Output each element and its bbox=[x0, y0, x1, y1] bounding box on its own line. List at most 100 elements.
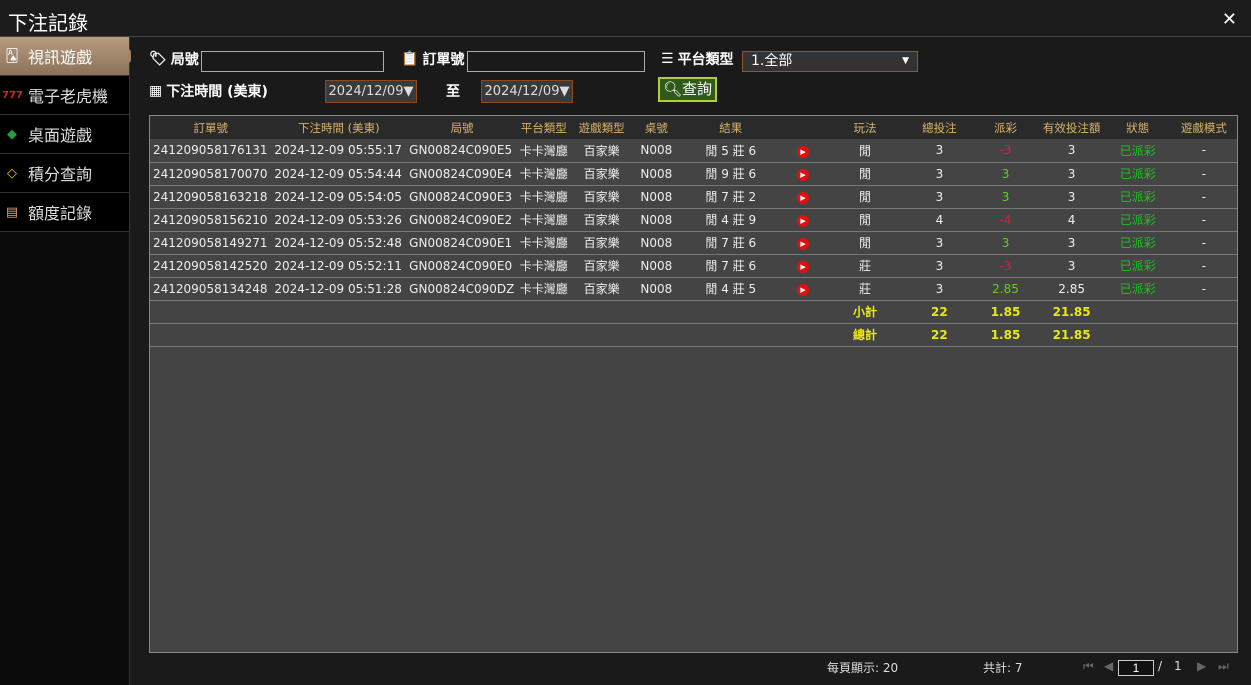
sidebar-item-points[interactable]: ◇ 積分查詢 bbox=[0, 154, 129, 193]
table-cell: 閒 9 莊 6 bbox=[679, 162, 783, 186]
table-cell: 閒 7 莊 6 bbox=[679, 231, 783, 255]
table-cell: N008 bbox=[633, 139, 680, 163]
play-video-icon[interactable]: ▶ bbox=[797, 169, 810, 181]
table-cell: GN00824C090E3 bbox=[406, 185, 518, 209]
table-cell: 241209058156210 bbox=[150, 208, 272, 232]
table-cell bbox=[1104, 300, 1237, 324]
sidebar: 🂡 視訊遊戲 777 電子老虎機 ◆ 桌面遊戲 ◇ 積分查詢 ▤ 額度記錄 bbox=[0, 37, 136, 685]
sidebar-item-credit-records[interactable]: ▤ 額度記錄 bbox=[0, 193, 129, 232]
first-page-icon[interactable]: ⏮ bbox=[1083, 659, 1094, 673]
table-cell: 21.85 bbox=[1038, 300, 1105, 324]
table-cell: N008 bbox=[633, 277, 680, 301]
play-video-icon[interactable]: ▶ bbox=[797, 238, 810, 250]
table-cell: 1.85 bbox=[972, 300, 1039, 324]
status-cell: 已派彩 bbox=[1104, 139, 1171, 163]
table-cell: 3 bbox=[906, 162, 973, 186]
play-video-icon[interactable]: ▶ bbox=[797, 215, 810, 227]
video-cell: ▶ bbox=[782, 208, 824, 232]
table-cell: 百家樂 bbox=[569, 139, 634, 163]
prev-page-icon[interactable]: ◀ bbox=[1104, 659, 1114, 673]
table-cell: 小計 bbox=[823, 300, 907, 324]
column-header: 遊戲模式 bbox=[1170, 116, 1237, 139]
round-input[interactable] bbox=[201, 51, 384, 72]
payout-cell: 3 bbox=[972, 162, 1039, 186]
table-cell: 21.85 bbox=[1038, 323, 1105, 347]
per-page-text: 每頁顯示: 20 bbox=[827, 661, 899, 675]
play-video-icon[interactable]: ▶ bbox=[797, 145, 810, 158]
column-header: 有效投注額 bbox=[1038, 116, 1105, 139]
table-cell: 241209058163218 bbox=[150, 185, 272, 209]
column-header: 訂單號 bbox=[150, 116, 272, 139]
platform-label: ☰ 平台類型 bbox=[661, 49, 734, 69]
table-cell: 241209058170070 bbox=[150, 162, 272, 186]
payout-cell: -3 bbox=[972, 254, 1039, 278]
status-cell: 已派彩 bbox=[1104, 162, 1171, 186]
sidebar-item-label: 電子老虎機 bbox=[28, 87, 109, 106]
status-cell: 已派彩 bbox=[1104, 231, 1171, 255]
date-from-picker[interactable]: 2024/12/09▼ bbox=[325, 80, 417, 103]
table-cell: 241209058149271 bbox=[150, 231, 272, 255]
table-cell: 閒 4 莊 5 bbox=[679, 277, 783, 301]
table-cell: 2024-12-09 05:51:28 bbox=[271, 277, 407, 301]
column-header: 局號 bbox=[406, 116, 518, 139]
table-cell: 241209058134248 bbox=[150, 277, 272, 301]
total-pages: 1 bbox=[1174, 659, 1182, 673]
order-label-text: 訂單號 bbox=[422, 52, 465, 68]
table-cell: 卡卡灣廳 bbox=[517, 277, 570, 301]
payout-cell: -3 bbox=[972, 139, 1039, 163]
video-cell: ▶ bbox=[782, 162, 824, 186]
query-label: 查詢 bbox=[682, 80, 713, 98]
table-cell: 1.85 bbox=[972, 323, 1039, 347]
play-video-icon[interactable]: ▶ bbox=[797, 261, 810, 273]
play-video-icon[interactable]: ▶ bbox=[797, 192, 810, 204]
table-cell: 卡卡灣廳 bbox=[517, 208, 570, 232]
table-cell: 3 bbox=[906, 277, 973, 301]
close-icon[interactable]: ✕ bbox=[1221, 9, 1237, 30]
platform-select[interactable]: 1.全部 ▼ bbox=[742, 51, 918, 72]
table-cell: 百家樂 bbox=[569, 162, 634, 186]
query-button[interactable]: 🔍︎查詢 bbox=[658, 77, 717, 102]
status-cell: 已派彩 bbox=[1104, 185, 1171, 209]
table-cell: - bbox=[1170, 208, 1237, 232]
table-row: 241209058142520 2024-12-09 05:52:11 GN0082… bbox=[150, 254, 1237, 278]
sidebar-item-video-games[interactable]: 🂡 視訊遊戲 bbox=[0, 37, 136, 76]
next-page-icon[interactable]: ▶ bbox=[1197, 659, 1207, 673]
table-cell: - bbox=[1170, 139, 1237, 163]
column-header: 玩法 bbox=[823, 116, 907, 139]
date-to-picker[interactable]: 2024/12/09▼ bbox=[481, 80, 573, 103]
total-count: 共計: 7 bbox=[983, 661, 1023, 675]
chips-icon: ◆ bbox=[7, 126, 17, 142]
column-header: 遊戲類型 bbox=[569, 116, 634, 139]
status-cell: 已派彩 bbox=[1104, 277, 1171, 301]
status-cell: 已派彩 bbox=[1104, 208, 1171, 232]
clipboard-icon: 📋 bbox=[401, 51, 419, 67]
order-label: 📋 訂單號 bbox=[401, 49, 464, 69]
order-input[interactable] bbox=[467, 51, 645, 72]
last-page-icon[interactable]: ⏭ bbox=[1218, 659, 1229, 673]
table-cell: 莊 bbox=[823, 277, 907, 301]
page-input[interactable] bbox=[1118, 660, 1154, 676]
sidebar-item-table-games[interactable]: ◆ 桌面遊戲 bbox=[0, 115, 129, 154]
table-cell: 2.85 bbox=[1038, 277, 1105, 301]
video-cell: ▶ bbox=[782, 231, 824, 255]
table-cell: 莊 bbox=[823, 254, 907, 278]
table-cell: N008 bbox=[633, 254, 680, 278]
subtotal-row: 小計 22 1.85 21.85 bbox=[150, 300, 1237, 324]
play-video-icon[interactable]: ▶ bbox=[797, 284, 810, 296]
table-cell bbox=[150, 300, 824, 324]
table-cell: 241209058142520 bbox=[150, 254, 272, 278]
video-cell: ▶ bbox=[782, 185, 824, 209]
column-header: 平台類型 bbox=[517, 116, 570, 139]
table-cell: GN00824C090E2 bbox=[406, 208, 518, 232]
table-cell: - bbox=[1170, 277, 1237, 301]
title-bar: 下注記錄 ✕ bbox=[0, 0, 1251, 37]
table-cell: N008 bbox=[633, 231, 680, 255]
sidebar-item-slots[interactable]: 777 電子老虎機 bbox=[0, 76, 129, 115]
table-cell: N008 bbox=[633, 208, 680, 232]
diamond-icon: ◇ bbox=[7, 165, 17, 181]
table-cell: 2024-12-09 05:54:44 bbox=[271, 162, 407, 186]
table-cell: 2024-12-09 05:54:05 bbox=[271, 185, 407, 209]
table-row: 241209058176131 2024-12-09 05:55:17 GN0082… bbox=[150, 139, 1237, 163]
time-label-text: 下注時間 (美東) bbox=[166, 84, 268, 100]
video-cell: ▶ bbox=[782, 277, 824, 301]
